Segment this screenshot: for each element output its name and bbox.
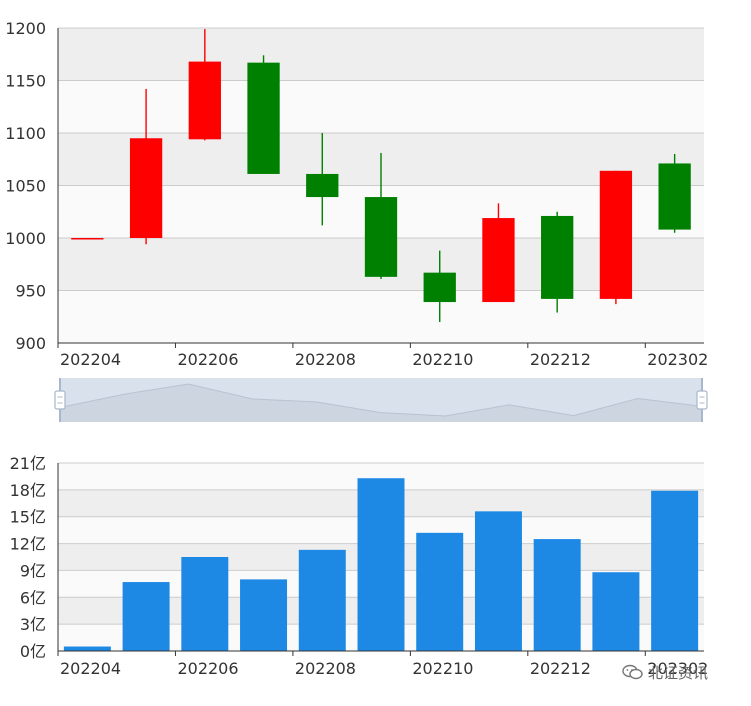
volume-y-tick-label: 15亿 [10, 508, 46, 527]
kline-x-tick-label: 202204 [60, 350, 121, 369]
candle-body [423, 272, 456, 303]
volume-bar[interactable] [592, 572, 640, 651]
kline-x-tick-label: 202212 [530, 350, 591, 369]
kline-y-tick-label: 900 [15, 334, 46, 353]
kline-y-tick-label: 1100 [5, 124, 46, 143]
slider-preview-line [59, 383, 703, 417]
candle[interactable] [482, 203, 515, 303]
volume-bar[interactable] [122, 582, 170, 651]
kline-band [58, 290, 704, 343]
volume-y-tick-label: 0亿 [20, 642, 46, 661]
volume-y-tick-label: 6亿 [20, 588, 46, 607]
candle-body [306, 173, 339, 198]
volume-bar[interactable] [298, 549, 346, 651]
volume-bar[interactable] [357, 478, 405, 651]
candle[interactable] [364, 152, 398, 279]
kline-x-tick-label: 202208 [295, 350, 356, 369]
slider-handle-left[interactable] [54, 378, 66, 422]
candle[interactable] [658, 154, 691, 233]
volume-x-tick-label: 202208 [295, 659, 356, 678]
watermark: 北证资讯 [622, 662, 708, 683]
candle-body [658, 163, 691, 230]
volume-y-tick-label: 12亿 [10, 535, 46, 554]
kline-band [58, 80, 704, 133]
candle-body [188, 61, 221, 140]
volume-bar[interactable] [181, 557, 229, 651]
kline-y-axis: 900 950 1000 1050 1100 1150 1200 [5, 19, 59, 353]
candle[interactable] [129, 88, 163, 245]
slider-preview-area [60, 384, 702, 422]
kline-y-tick-label: 950 [15, 282, 46, 301]
volume-bar[interactable] [63, 646, 111, 651]
kline-candles[interactable] [71, 29, 691, 322]
volume-bar[interactable] [651, 490, 699, 651]
volume-x-tick-label: 202210 [412, 659, 473, 678]
candle-body [482, 218, 515, 303]
datazoom-slider[interactable] [54, 378, 708, 422]
kline-y-tick-label: 1050 [5, 177, 46, 196]
volume-bar[interactable] [533, 539, 581, 651]
candle-body [541, 215, 574, 299]
kline-x-tick-label: 202206 [177, 350, 238, 369]
candle-body [364, 197, 398, 277]
kline-y-tick-label: 1000 [5, 229, 46, 248]
slider-handle-grip [54, 390, 66, 410]
candle[interactable] [247, 55, 280, 174]
volume-y-tick-label: 18亿 [10, 481, 46, 500]
kline-y-tick-label: 1150 [5, 72, 46, 91]
volume-x-axis: 202204 202206 202208 202210 202212 202302 [57, 650, 708, 678]
candle[interactable] [306, 133, 339, 226]
volume-y-tick-label: 21亿 [10, 454, 46, 473]
volume-bar[interactable] [474, 511, 522, 651]
wechat-icon [622, 664, 643, 680]
kline-x-axis: 202204 202206 202208 202210 202212 202302 [57, 342, 708, 369]
kline-background-bands [58, 28, 704, 343]
volume-bars[interactable] [63, 478, 699, 651]
volume-y-axis: 0亿 3亿 6亿 9亿 12亿 15亿 18亿 21亿 [10, 454, 59, 661]
slider-handle-right[interactable] [696, 378, 708, 422]
volume-x-tick-label: 202204 [60, 659, 121, 678]
volume-x-tick-label: 202302 [647, 659, 708, 678]
candle-body [129, 138, 163, 238]
volume-y-tick-label: 3亿 [20, 615, 46, 634]
kline-y-tick-label: 1200 [5, 19, 46, 38]
volume-x-tick-label: 202206 [177, 659, 238, 678]
candle-body [599, 170, 633, 299]
candle-body [71, 238, 104, 240]
volume-bar[interactable] [240, 579, 288, 651]
candle[interactable] [188, 29, 221, 141]
volume-y-tick-label: 9亿 [20, 561, 46, 580]
kline-band [58, 28, 704, 81]
candle-body [247, 62, 280, 174]
volume-bar[interactable] [416, 532, 464, 651]
candle[interactable] [541, 211, 574, 313]
slider-handle-grip [696, 390, 708, 410]
kline-x-tick-label: 202210 [412, 350, 473, 369]
candle[interactable] [599, 170, 633, 305]
volume-x-tick-label: 202212 [530, 659, 591, 678]
candle[interactable] [71, 238, 104, 240]
candle[interactable] [423, 250, 456, 322]
kline-x-tick-label: 202302 [647, 350, 708, 369]
watermark-text: 北证资讯 [648, 664, 709, 682]
